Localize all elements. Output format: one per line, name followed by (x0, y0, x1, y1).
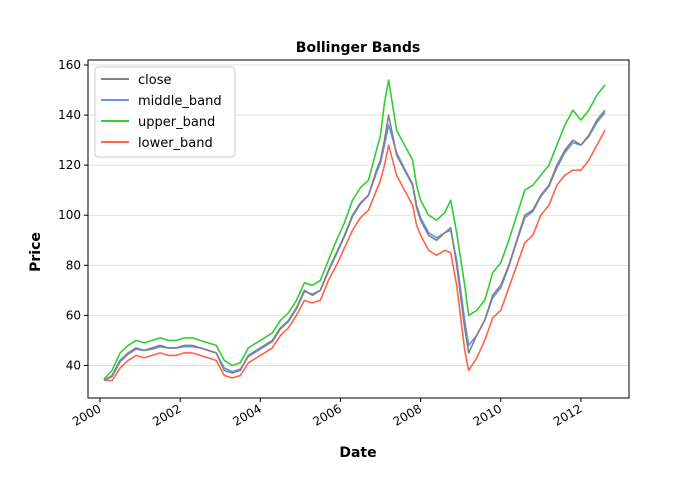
legend: close middle_band upper_band lower_band (94, 66, 236, 158)
series-line-close (103, 109, 606, 382)
legend-frame (94, 66, 236, 158)
y-tick-label: 60 (66, 308, 81, 322)
legend-label: upper_band (138, 115, 215, 130)
y-tick-label: 100 (58, 208, 81, 222)
legend-label: close (138, 73, 171, 88)
y-tick-label: 40 (66, 358, 81, 372)
plot-area (103, 79, 606, 382)
series-line-upper-band (103, 79, 606, 380)
axes-frame (87, 59, 630, 399)
chart-title: Bollinger Bands (296, 40, 420, 56)
y-tick-label: 80 (66, 258, 81, 272)
y-axis: 40 60 80 100 120 140 160 (58, 58, 88, 372)
y-tick-label: 120 (58, 158, 81, 172)
x-axis-label: Date (339, 445, 376, 461)
y-tick-label: 160 (58, 58, 81, 72)
series-line-lower-band (104, 129, 606, 382)
legend-label: middle_band (138, 94, 222, 109)
y-axis-label: Price (28, 232, 44, 272)
grid-lines (88, 64, 629, 366)
y-tick-label: 140 (58, 108, 81, 122)
legend-label: lower_band (138, 136, 213, 151)
